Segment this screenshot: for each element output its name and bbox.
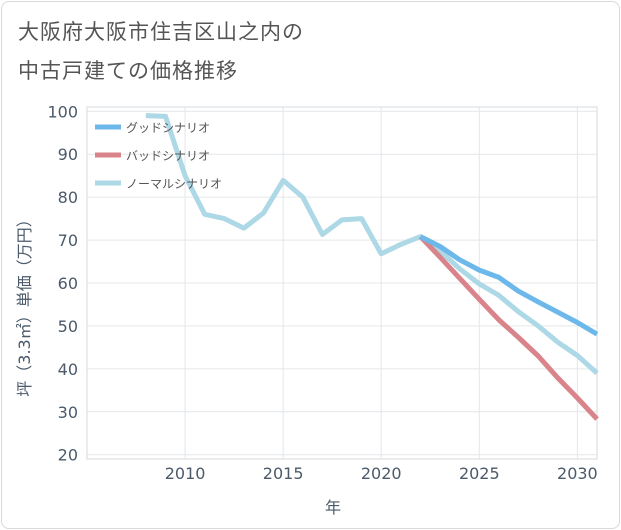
chart-title-line-2: 中古戸建ての価格推移 [18, 59, 238, 83]
series-line-2 [145, 113, 599, 375]
chart-title-line-1: 大阪府大阪市住吉区山之内の [18, 20, 304, 44]
y-tick-label-20: 20 [58, 446, 78, 465]
legend-label-2: ノーマルシナリオ [126, 177, 222, 191]
x-tick-label-2010: 2010 [165, 464, 206, 483]
y-tick-label-100: 100 [47, 102, 78, 121]
y-axis-ticks: 20 30 40 50 60 70 80 90 100 [47, 102, 78, 464]
y-tick-label-50: 50 [58, 317, 78, 336]
series-line-0 [419, 234, 599, 337]
y-tick-label-90: 90 [58, 145, 78, 164]
series-lines [145, 113, 599, 421]
x-axis-label: 年 [325, 498, 341, 517]
plot-area-border [86, 106, 598, 460]
y-tick-label-40: 40 [58, 360, 78, 379]
y-axis-label: 坪（3.3㎡）単価（万円） [15, 211, 34, 396]
x-tick-label-2015: 2015 [263, 464, 304, 483]
y-tick-label-60: 60 [58, 274, 78, 293]
legend-label-1: バッドシナリオ [126, 149, 210, 163]
x-tick-label-2020: 2020 [361, 464, 402, 483]
y-tick-label-70: 70 [58, 231, 78, 250]
y-tick-label-80: 80 [58, 188, 78, 207]
x-axis-ticks: 2010 2015 2020 2025 2030 [165, 464, 598, 483]
y-tick-label-30: 30 [58, 403, 78, 422]
x-tick-label-2025: 2025 [459, 464, 500, 483]
legend-label-0: グッドシナリオ [126, 121, 210, 135]
series-line-1 [418, 234, 599, 421]
x-tick-label-2030: 2030 [557, 464, 598, 483]
